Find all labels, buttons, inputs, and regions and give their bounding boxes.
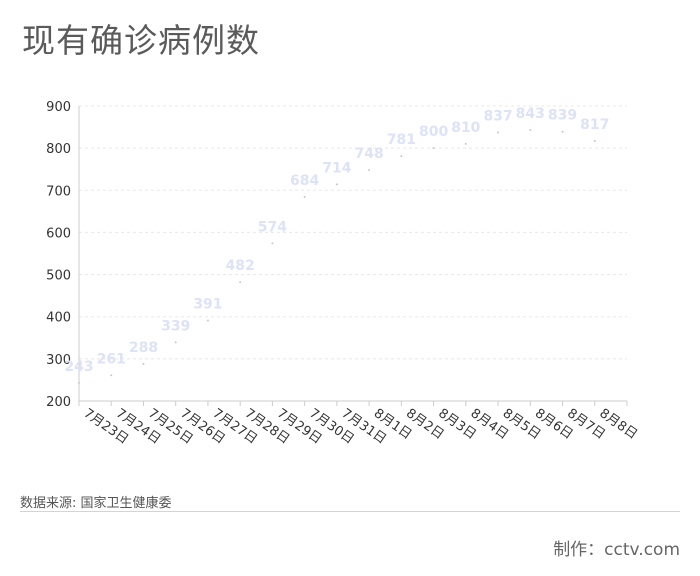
data-point	[368, 169, 371, 172]
data-label: 843	[516, 106, 545, 122]
data-point	[239, 281, 242, 284]
data-point	[335, 183, 338, 186]
y-tick-label: 200	[46, 395, 71, 410]
y-tick-label: 700	[46, 184, 71, 199]
data-point	[110, 374, 113, 377]
data-label: 839	[548, 108, 577, 124]
y-tick-label: 600	[46, 226, 71, 241]
data-label: 261	[97, 351, 126, 367]
grid-lines	[79, 105, 627, 360]
divider	[20, 511, 680, 512]
data-label: 482	[226, 258, 255, 274]
data-point	[593, 139, 596, 142]
data-point	[464, 142, 467, 145]
data-point	[174, 341, 177, 344]
axes: 2003004005006007008009007月23日7月24日7月25日7…	[46, 100, 640, 447]
y-tick-label: 300	[46, 353, 71, 368]
y-tick-label: 800	[46, 142, 71, 157]
data-label: 748	[355, 146, 384, 162]
data-point	[303, 196, 306, 199]
data-label: 837	[483, 109, 512, 125]
data-points	[78, 129, 596, 384]
data-point	[400, 155, 403, 158]
data-label: 810	[451, 120, 480, 136]
data-point	[206, 319, 209, 322]
data-point	[561, 130, 564, 133]
data-label: 243	[64, 359, 93, 375]
data-label: 574	[258, 219, 287, 235]
data-label: 684	[290, 173, 319, 189]
data-point	[529, 129, 532, 132]
data-point	[142, 362, 145, 365]
data-point	[78, 381, 80, 384]
data-point	[271, 242, 274, 245]
data-label: 781	[387, 132, 416, 148]
y-tick-label: 900	[46, 100, 71, 115]
data-label: 391	[193, 297, 222, 313]
data-label: 714	[322, 160, 351, 176]
x-tick-label: 8月8日	[596, 406, 639, 443]
data-label: 339	[161, 318, 190, 334]
data-point	[432, 147, 435, 150]
y-tick-label: 500	[46, 269, 71, 284]
data-label: 817	[580, 117, 609, 133]
chart-title: 现有确诊病例数	[22, 21, 260, 60]
data-source: 数据来源: 国家卫生健康委	[20, 496, 172, 511]
data-point	[497, 131, 500, 134]
data-label: 288	[129, 340, 158, 356]
y-tick-label: 400	[46, 311, 71, 326]
data-label: 800	[419, 124, 448, 140]
credit: 制作：cctv.com	[553, 540, 680, 560]
